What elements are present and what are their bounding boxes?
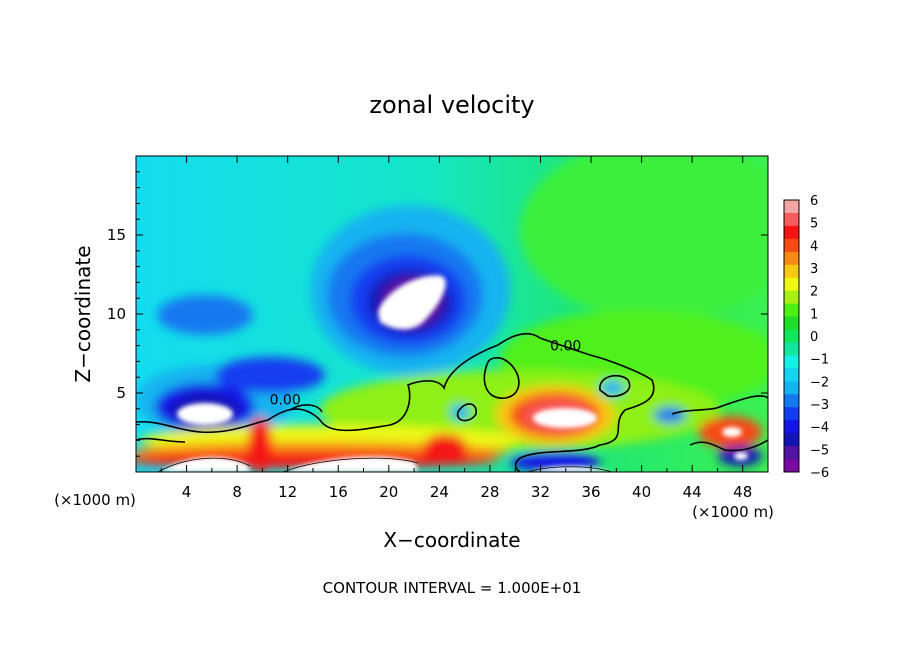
field-pos-small-a [423,434,467,462]
colorbar-label: 6 [810,194,818,209]
field-white-pos-small [722,427,742,437]
x-tick-label: 28 [480,483,499,501]
colorbar-cell [784,303,799,318]
plot-field [136,156,768,472]
colorbar-cell [784,290,799,305]
colorbar-label: −6 [810,466,829,481]
colorbar-label: 2 [810,285,818,300]
colorbar-label: 3 [810,262,818,277]
x-tick-label: 20 [379,483,398,501]
x-tick-label: 36 [581,483,600,501]
colorbar-label: −1 [810,353,829,368]
field-white-terrain-a [160,456,250,472]
colorbar-cell [784,459,799,473]
colorbar-label: −3 [810,398,829,413]
y-axis-label: Z−coordinate [71,245,95,382]
colorbar: 6 5 4 3 2 1 0 −1 −2 −3 −4 −5 −6 [783,194,829,481]
colorbar-label: −4 [810,421,829,436]
field-left-blue-a [157,295,253,335]
colorbar-cell [784,251,799,266]
colorbar-cell [784,277,799,292]
contour-lines [136,333,768,472]
chart-title: zonal velocity [369,91,534,119]
colorbar-cell [784,200,799,214]
contour-label: 0.00 [270,392,301,408]
colorbar-label: −2 [810,375,829,390]
contour-label: 0.00 [550,339,581,355]
field-white-pos [533,408,597,428]
colorbar-label: 4 [810,239,818,254]
y-tick-label: 15 [107,226,126,244]
colorbar-cell [784,225,799,240]
colorbar-cell [784,355,799,369]
colorbar-cell [784,264,799,279]
field-white-left [177,403,233,425]
contour-interval-note: CONTOUR INTERVAL = 1.000E+01 [323,579,582,597]
colorbar-label: 5 [810,217,818,232]
x-tick-label: 24 [430,483,449,501]
field-white-terrain-b [285,456,418,472]
y-tick-label: 10 [107,305,126,323]
colorbar-cell [784,381,799,395]
colorbar-cell [784,394,799,408]
field-green-upper-right [520,156,768,320]
colorbar-label: 0 [810,330,818,345]
x-tick-label: 48 [733,483,752,501]
terrain-outline [157,457,613,472]
field-neg-small-c [654,407,686,423]
x-tick-label: 8 [232,483,242,501]
colorbar-frame [783,199,800,473]
x-unit-left: (×1000 m) [54,491,136,509]
field-white-neg-small [734,452,748,460]
colorbar-cell [784,446,799,460]
colorbar-cell [784,329,799,343]
colorbar-cell [784,368,799,382]
colorbar-cell [784,407,799,421]
colorbar-label: 1 [810,307,818,322]
x-tick-label: 12 [278,483,297,501]
colorbar-cell [784,342,799,356]
x-tick-label: 44 [683,483,702,501]
colorbar-cell [784,212,799,227]
x-tick-label: 16 [329,483,348,501]
field-neg-small-e [600,380,624,396]
x-axis-label: X−coordinate [383,528,520,552]
colorbar-cell [784,316,799,331]
colorbar-cell [784,433,799,447]
field-left-blue-b [215,357,325,393]
field-neg-small-d [450,404,470,420]
x-tick-label: 40 [632,483,651,501]
colorbar-label: −5 [810,443,829,458]
field-pos-red-a [248,417,272,472]
x-tick-label: 4 [182,483,192,501]
y-tick-label: 5 [116,384,126,402]
field-white-core [378,275,446,330]
x-tick-label: 32 [531,483,550,501]
colorbar-cell [784,238,799,253]
x-unit-right: (×1000 m) [692,503,774,521]
colorbar-cell [784,420,799,434]
